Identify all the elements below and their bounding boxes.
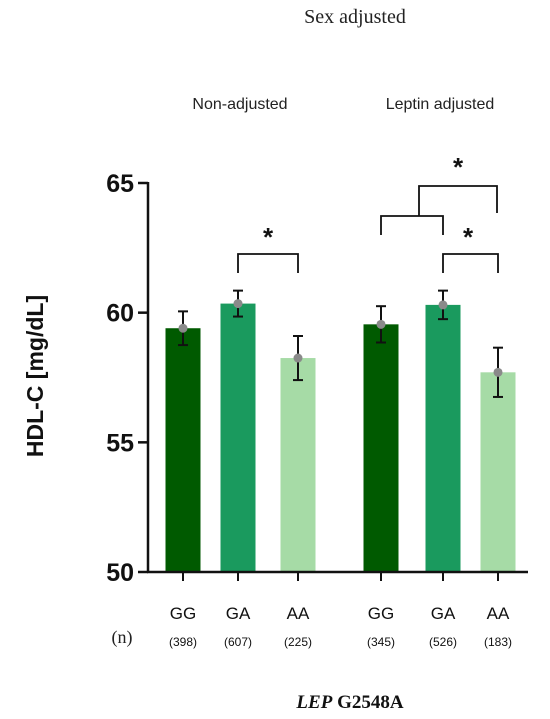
bar-g0-aa bbox=[280, 358, 316, 572]
bar-g0-ga bbox=[220, 303, 256, 572]
significance-star-1: * bbox=[463, 222, 474, 252]
n-count-g0-0: (398) bbox=[169, 635, 197, 649]
y-tick-label-65: 65 bbox=[106, 170, 134, 198]
bracket-leptin-ga-aa bbox=[442, 253, 499, 273]
error-bars-layer bbox=[178, 289, 503, 398]
group-label-leptin-adjusted: Leptin adjusted bbox=[386, 96, 495, 113]
category-label-g0-1: GA bbox=[226, 604, 251, 623]
bar-g1-gg bbox=[363, 324, 399, 572]
axes-layer: 50 55 60 65 bbox=[106, 170, 528, 587]
mean-point-g0-0 bbox=[178, 323, 188, 333]
group-label-non-adjusted: Non-adjusted bbox=[192, 96, 287, 113]
category-label-g1-1: GA bbox=[431, 604, 456, 623]
mean-point-g1-1 bbox=[438, 300, 448, 310]
category-label-g1-2: AA bbox=[487, 604, 510, 623]
bar-g0-gg bbox=[165, 328, 201, 572]
bracket-leptin-gg-ga bbox=[380, 215, 444, 235]
y-tick-label-55: 55 bbox=[106, 429, 134, 457]
n-count-g1-0: (345) bbox=[367, 635, 395, 649]
bar-g1-ga bbox=[425, 304, 461, 572]
mean-point-g1-2 bbox=[493, 367, 503, 377]
bars-layer bbox=[165, 303, 516, 572]
bracket-nonadj-ga-aa bbox=[237, 253, 299, 273]
x-axis-label: LEP G2548A bbox=[295, 692, 403, 713]
x-axis-label-variant: G2548A bbox=[332, 692, 404, 713]
n-label: (n) bbox=[112, 627, 133, 648]
category-label-g0-2: AA bbox=[287, 604, 310, 623]
mean-point-g0-2 bbox=[293, 353, 303, 363]
mean-point-g0-1 bbox=[233, 299, 243, 309]
significance-star-2: * bbox=[453, 152, 464, 182]
category-label-g1-0: GG bbox=[368, 604, 394, 623]
mean-point-g1-0 bbox=[376, 319, 386, 329]
bracket-leptin-combined-aa bbox=[418, 185, 498, 216]
n-count-g1-1: (526) bbox=[429, 635, 457, 649]
chart-title: Sex adjusted bbox=[304, 6, 406, 28]
significance-layer: * * * bbox=[237, 152, 499, 273]
n-count-g0-2: (225) bbox=[284, 635, 312, 649]
n-count-g0-1: (607) bbox=[224, 635, 252, 649]
n-count-g1-2: (183) bbox=[484, 635, 512, 649]
x-axis-label-gene: LEP bbox=[295, 692, 332, 713]
bar-g1-aa bbox=[480, 372, 516, 572]
y-tick-label-60: 60 bbox=[106, 300, 134, 328]
significance-star-0: * bbox=[263, 222, 274, 252]
category-label-g0-0: GG bbox=[170, 604, 196, 623]
y-tick-label-50: 50 bbox=[106, 559, 134, 587]
y-axis-label: HDL-C [mg/dL] bbox=[22, 295, 48, 457]
